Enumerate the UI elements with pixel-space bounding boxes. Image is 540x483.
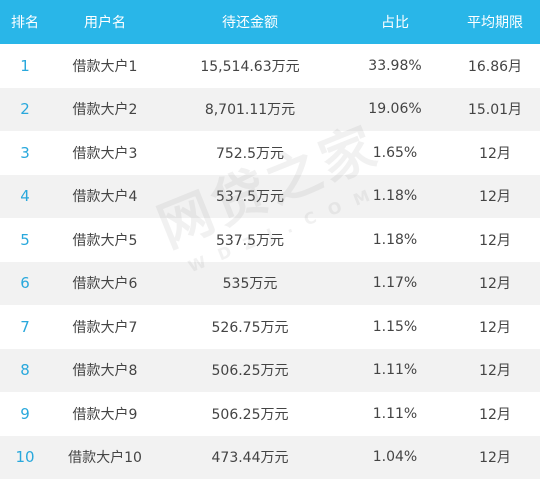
username-cell[interactable]: 借款大户5	[72, 232, 138, 249]
username-cell[interactable]: 借款大户9	[72, 406, 138, 423]
column-header-rank[interactable]: 排名	[0, 0, 50, 44]
term-cell: 12月	[450, 348, 540, 392]
column-header-share[interactable]: 占比	[340, 0, 450, 44]
share-cell: 33.98%	[368, 57, 422, 74]
term-cell: 12月	[450, 261, 540, 305]
username-cell[interactable]: 借款大户8	[50, 348, 160, 392]
amount-cell: 506.25万元	[160, 348, 340, 392]
rank-cell: 5	[20, 230, 30, 249]
rank-cell: 1	[20, 56, 30, 75]
username-cell[interactable]: 借款大户7	[72, 319, 138, 336]
amount-cell: 752.5万元	[215, 145, 285, 162]
share-cell: 1.11%	[340, 348, 450, 392]
table-row: 3 借款大户3 752.5万元 1.65% 12月	[0, 131, 540, 175]
rank-cell: 3	[20, 143, 30, 162]
amount-cell: 8,701.11万元	[160, 87, 340, 131]
table-row: 10 借款大户10 473.44万元 1.04% 12月	[0, 435, 540, 479]
username-cell[interactable]: 借款大户10	[50, 435, 160, 479]
rank-cell: 9	[20, 404, 30, 423]
username-cell[interactable]: 借款大户2	[50, 87, 160, 131]
share-cell: 1.15%	[372, 318, 418, 335]
rank-cell: 10	[0, 435, 50, 479]
table-row: 5 借款大户5 537.5万元 1.18% 12月	[0, 218, 540, 262]
table-row: 1 借款大户1 15,514.63万元 33.98% 16.86月	[0, 44, 540, 88]
column-header-amount-due[interactable]: 待还金额	[160, 0, 340, 44]
column-header-average-term[interactable]: 平均期限	[450, 0, 540, 44]
share-cell: 1.17%	[340, 261, 450, 305]
amount-cell: 537.5万元	[160, 174, 340, 218]
rank-cell: 4	[0, 174, 50, 218]
username-cell[interactable]: 借款大户1	[72, 58, 138, 75]
term-cell: 12月	[479, 232, 511, 249]
term-cell: 12月	[479, 406, 511, 423]
amount-cell: 526.75万元	[211, 319, 289, 336]
term-cell: 12月	[479, 319, 511, 336]
table-header-row: 排名 用户名 待还金额 占比 平均期限	[0, 0, 540, 44]
amount-cell: 15,514.63万元	[200, 58, 300, 75]
table-row: 9 借款大户9 506.25万元 1.11% 12月	[0, 392, 540, 436]
table-row: 2 借款大户2 8,701.11万元 19.06% 15.01月	[0, 87, 540, 131]
term-cell: 16.86月	[467, 58, 523, 75]
table-row: 7 借款大户7 526.75万元 1.15% 12月	[0, 305, 540, 349]
rank-cell: 6	[0, 261, 50, 305]
term-cell: 12月	[450, 174, 540, 218]
term-cell: 15.01月	[450, 87, 540, 131]
table-row: 6 借款大户6 535万元 1.17% 12月	[0, 261, 540, 305]
rank-cell: 8	[0, 348, 50, 392]
rank-cell: 2	[0, 87, 50, 131]
rank-cell: 7	[20, 317, 30, 336]
share-cell: 1.18%	[372, 231, 418, 248]
amount-cell: 535万元	[160, 261, 340, 305]
share-cell: 1.11%	[372, 405, 418, 422]
username-cell[interactable]: 借款大户4	[50, 174, 160, 218]
term-cell: 12月	[479, 145, 511, 162]
column-header-username[interactable]: 用户名	[50, 0, 160, 44]
share-cell: 19.06%	[340, 87, 450, 131]
amount-cell: 473.44万元	[160, 435, 340, 479]
username-cell[interactable]: 借款大户6	[50, 261, 160, 305]
share-cell: 1.18%	[340, 174, 450, 218]
table-row: 4 借款大户4 537.5万元 1.18% 12月	[0, 174, 540, 218]
share-cell: 1.65%	[372, 144, 418, 161]
term-cell: 12月	[450, 435, 540, 479]
amount-cell: 537.5万元	[215, 232, 285, 249]
share-cell: 1.04%	[340, 435, 450, 479]
table-row: 8 借款大户8 506.25万元 1.11% 12月	[0, 348, 540, 392]
username-cell[interactable]: 借款大户3	[72, 145, 138, 162]
amount-cell: 506.25万元	[211, 406, 289, 423]
